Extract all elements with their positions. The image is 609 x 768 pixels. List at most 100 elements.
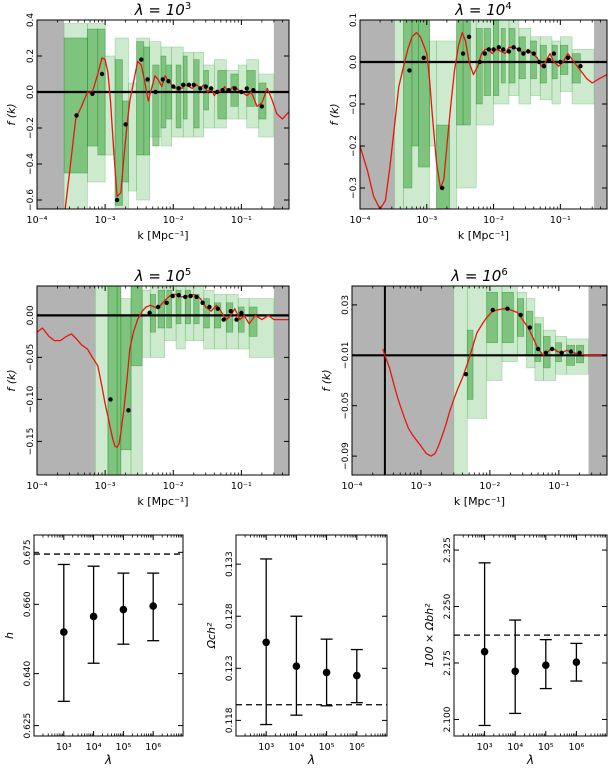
data-point <box>486 47 492 52</box>
x-tick-label: 10³ <box>258 742 274 753</box>
data-point <box>490 307 495 313</box>
bin-light-band <box>141 289 151 358</box>
masked-region <box>37 286 96 475</box>
x-tick-label: 10⁻¹ <box>550 215 571 226</box>
bin-dark-band <box>526 310 534 356</box>
bin-dark-band <box>225 302 234 333</box>
data-point <box>501 47 506 52</box>
data-point <box>171 84 176 89</box>
y-axis-label: h <box>3 632 16 639</box>
x-tick-label: 10⁴ <box>507 742 523 753</box>
data-point <box>525 49 531 54</box>
y-tick-label: −0.6 <box>26 189 36 211</box>
bin-dark-band <box>508 28 516 84</box>
bin-dark-band <box>403 20 413 189</box>
x-tick-label: 10⁻² <box>483 215 504 226</box>
panel-title: λ = 103 <box>134 1 191 19</box>
data-point <box>232 86 237 91</box>
x-tick-label: 10³ <box>477 742 493 753</box>
data-point <box>221 317 226 322</box>
data-point <box>421 55 426 60</box>
panel-lambda-1e6: 10⁻⁴ 10⁻³ 10⁻² 10⁻¹ 0.03 −0.01 −0.05 −0.09 λ = 1… <box>320 267 608 508</box>
bin-dark-band <box>175 64 182 129</box>
x-axis-label: λ <box>307 753 315 767</box>
axes-frame <box>33 534 184 737</box>
y-tick-label: 0.660 <box>23 591 33 617</box>
plot-area <box>352 286 607 475</box>
x-tick-label: 10⁶ <box>145 742 161 753</box>
data-point <box>565 55 571 60</box>
bin-dark-band <box>175 289 182 325</box>
bin-dark-band <box>486 291 499 343</box>
data-point <box>186 82 192 88</box>
x-tick-label: 10⁵ <box>319 742 335 753</box>
x-axis-label: λ <box>526 753 534 767</box>
data-point <box>170 293 175 299</box>
estimate-point <box>119 605 128 614</box>
data-point <box>239 310 244 316</box>
panel-omega-c-parameter: 10³ 10⁴ 10⁵ 10⁶ 0.118 0.123 0.128 0.133 λ Ωch² <box>205 534 388 767</box>
axes-frame <box>359 19 608 210</box>
data-point <box>518 312 523 318</box>
data-point <box>74 113 79 118</box>
masked-region <box>588 286 607 475</box>
data-point <box>123 122 128 127</box>
x-tick-label: 10⁵ <box>115 742 131 753</box>
x-tick-label: 10⁻³ <box>416 215 437 226</box>
panel-title-exponent: 4 <box>505 1 511 12</box>
data-point <box>214 89 220 95</box>
estimate-point <box>480 647 489 656</box>
bin-dark-band <box>203 298 210 329</box>
x-axis-label: k [Mpc⁻¹] <box>458 229 509 242</box>
plot-area <box>360 20 607 209</box>
x-tick-label: 10⁻¹ <box>231 215 252 226</box>
y-tick-label: 0.118 <box>225 707 235 733</box>
bin-dark-band <box>518 36 526 80</box>
data-point <box>546 57 552 63</box>
y-tick-label: 0.123 <box>225 655 235 681</box>
masked-region <box>37 20 65 209</box>
panel-title: λ = 105 <box>134 267 191 285</box>
data-point <box>126 408 131 413</box>
data-point <box>491 47 496 52</box>
data-point <box>194 294 199 300</box>
panel-lambda-1e4: 10⁻⁴ 10⁻³ 10⁻² 10⁻¹ 0.1 0.0 −0.1 −0.2 −0.3 λ = 10… <box>328 1 608 242</box>
y-tick-label: −0.3 <box>349 177 359 199</box>
panel-title: λ = 106 <box>450 267 507 285</box>
y-tick-label: −0.05 <box>341 392 351 420</box>
data-point <box>549 346 555 352</box>
bin-dark-band <box>182 55 188 120</box>
data-point <box>531 51 536 56</box>
data-point <box>511 45 516 50</box>
axes-frame <box>235 534 388 737</box>
data-point <box>535 346 541 352</box>
data-point <box>551 51 557 56</box>
data-point <box>558 59 563 65</box>
data-point <box>407 68 412 73</box>
bin-dark-band <box>120 315 132 451</box>
x-axis-label: λ <box>104 753 112 767</box>
y-axis-label: 100 × Ωbh² <box>423 603 436 668</box>
data-point <box>527 325 533 330</box>
x-tick-label: 10⁻¹ <box>548 481 569 492</box>
data-point <box>200 300 205 305</box>
data-point <box>166 79 171 84</box>
data-point <box>477 59 482 65</box>
data-point <box>577 350 582 355</box>
panel-title: λ = 104 <box>454 1 511 19</box>
y-tick-label: 0.640 <box>23 660 33 686</box>
bin-light-band <box>453 286 468 475</box>
data-point <box>207 304 212 310</box>
y-tick-label: −0.05 <box>26 344 36 372</box>
estimate-point <box>292 662 301 671</box>
plot-area <box>37 286 289 475</box>
x-tick-label: 10⁶ <box>349 742 365 753</box>
bin-dark-band <box>130 286 143 367</box>
y-tick-label: −0.10 <box>26 385 36 413</box>
data-point <box>505 306 510 311</box>
bin-dark-band <box>157 289 166 329</box>
masked-region <box>273 286 289 475</box>
y-tick-label: 2.325 <box>443 537 453 563</box>
y-tick-label: −0.2 <box>26 117 36 139</box>
x-tick-label: 10⁻² <box>163 481 184 492</box>
